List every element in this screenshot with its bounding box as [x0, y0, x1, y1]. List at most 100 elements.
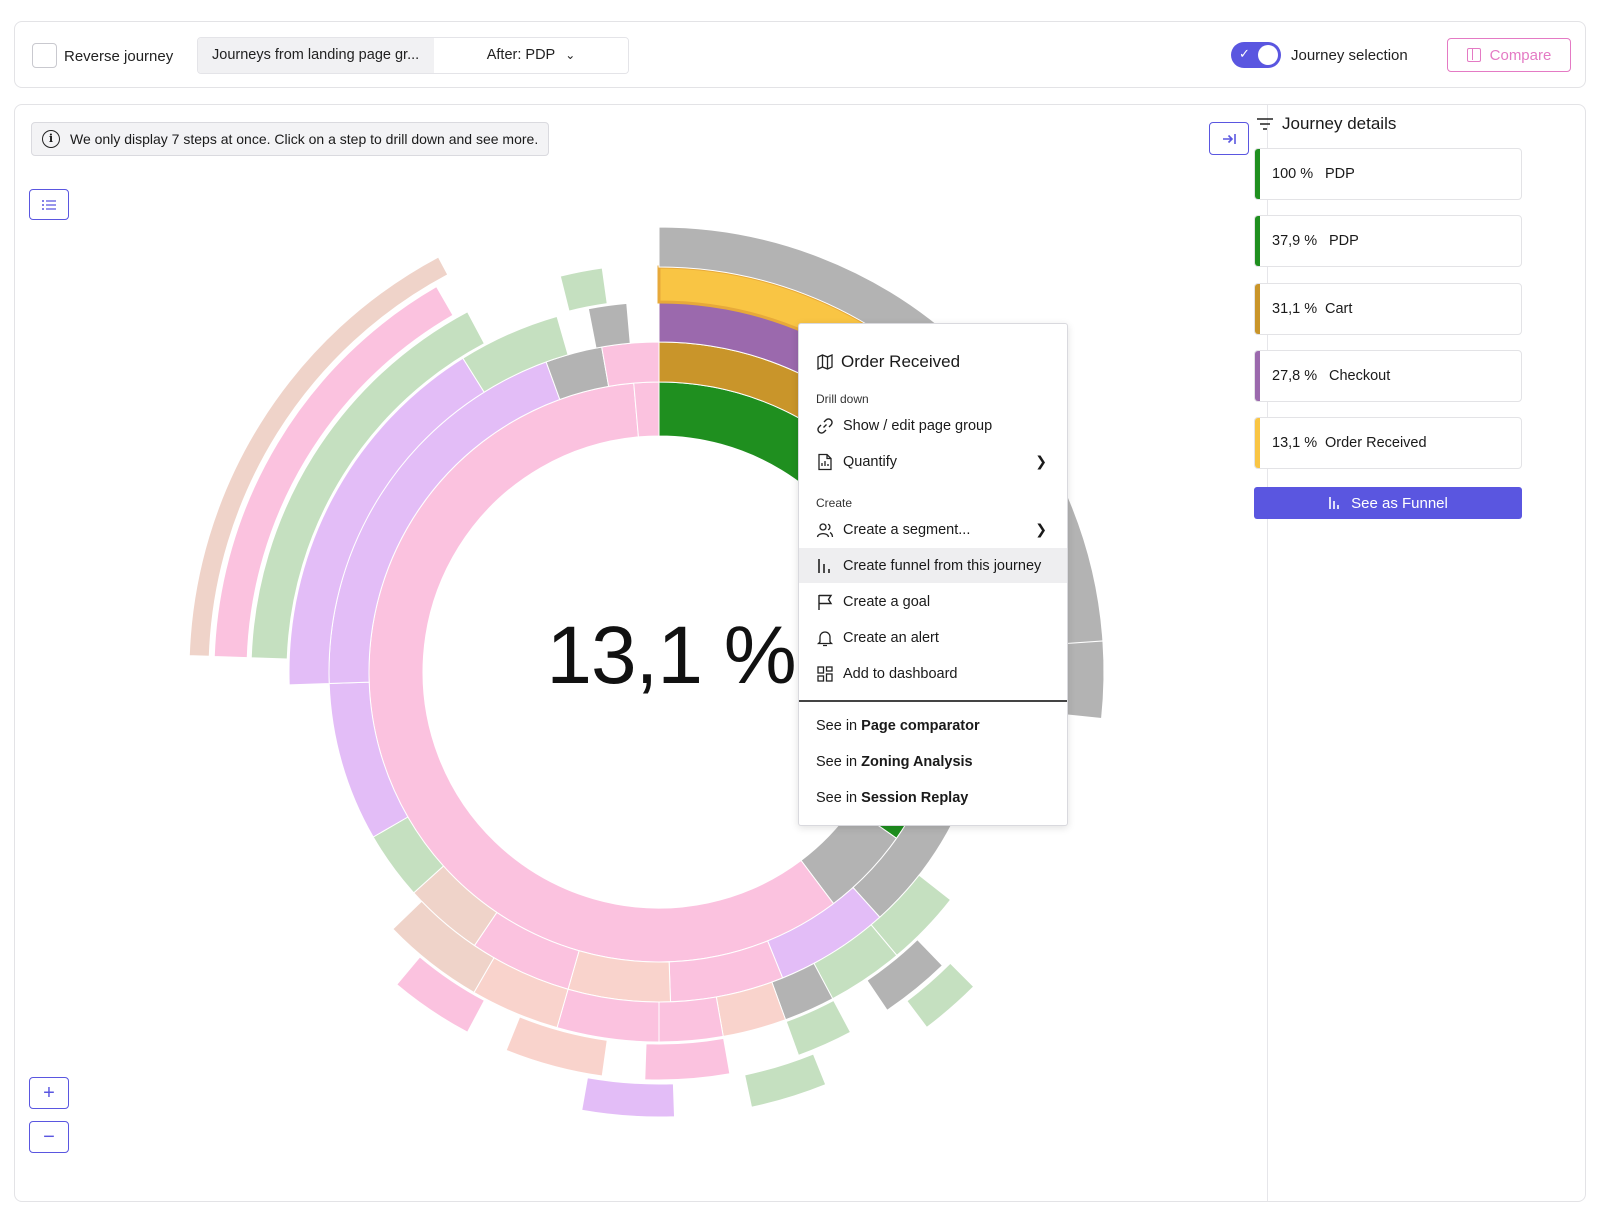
step-label: Order Received: [1325, 435, 1427, 451]
users-icon: [816, 522, 834, 537]
funnel-bars-icon: [818, 558, 830, 573]
sunburst-segment[interactable]: [644, 1037, 731, 1081]
sunburst-segment[interactable]: [1061, 640, 1105, 720]
create-goal-item[interactable]: Create a goal: [799, 584, 1067, 619]
collapse-right-icon: [1223, 133, 1236, 144]
sunburst-segment[interactable]: [396, 956, 486, 1033]
journey-filter-group: Journeys from landing page gr... After: …: [197, 37, 629, 74]
info-icon: i: [42, 130, 60, 148]
session-replay-label: Session Replay: [861, 790, 969, 806]
after-step-label: After: PDP: [486, 47, 556, 63]
show-edit-label: Show / edit page group: [843, 417, 993, 434]
create-funnel-label: Create funnel from this journey: [843, 557, 1042, 574]
step-color-bar: [1255, 216, 1260, 266]
reverse-journey-checkbox[interactable]: [32, 43, 57, 68]
dashboard-icon: [817, 665, 833, 682]
journey-details-title: Journey details: [1256, 114, 1396, 134]
list-view-button[interactable]: [29, 189, 69, 220]
sunburst-segment[interactable]: [250, 311, 486, 660]
sunburst-segment[interactable]: [392, 900, 495, 994]
step-label: PDP: [1329, 233, 1359, 249]
create-funnel-item[interactable]: Create funnel from this journey: [799, 548, 1067, 583]
chevron-down-icon: ⌄: [565, 48, 576, 62]
sunburst-segment[interactable]: [505, 1016, 608, 1077]
see-zoning-analysis-item[interactable]: See in Zoning Analysis: [816, 754, 973, 770]
journey-step-card[interactable]: 100 % PDP: [1254, 148, 1522, 200]
step-color-bar: [1255, 351, 1260, 401]
collapse-panel-button[interactable]: [1209, 122, 1249, 155]
sunburst-segment[interactable]: [658, 996, 724, 1043]
step-label: PDP: [1325, 166, 1355, 182]
sunburst-segment[interactable]: [559, 267, 608, 312]
panel-divider: [1267, 105, 1268, 1201]
check-icon: ✓: [1239, 46, 1250, 61]
see-in-label: See in: [816, 718, 858, 734]
sunburst-segment[interactable]: [633, 381, 660, 438]
filter-icon: [1257, 118, 1273, 130]
zoning-analysis-label: Zoning Analysis: [861, 754, 973, 770]
map-icon: [817, 353, 833, 371]
sunburst-segment[interactable]: [587, 302, 631, 349]
report-icon: [818, 453, 832, 470]
see-in-label: See in: [816, 790, 858, 806]
journey-step-card[interactable]: 31,1 % Cart: [1254, 283, 1522, 335]
see-session-replay-item[interactable]: See in Session Replay: [816, 790, 968, 806]
drill-down-header: Drill down: [816, 392, 869, 406]
sunburst-segment[interactable]: [213, 285, 454, 659]
see-page-comparator-item[interactable]: See in Page comparator: [816, 718, 980, 734]
add-dashboard-label: Add to dashboard: [843, 665, 958, 682]
chevron-right-icon: ❯: [1035, 521, 1047, 537]
center-percentage: 13,1 %: [546, 610, 796, 701]
journey-step-card[interactable]: 27,8 % Checkout: [1254, 350, 1522, 402]
compare-icon: [1466, 48, 1481, 62]
sunburst-segment[interactable]: [581, 1077, 676, 1118]
info-text: We only display 7 steps at once. Click o…: [70, 131, 539, 147]
flag-icon: [818, 594, 833, 610]
show-edit-page-group-item[interactable]: Show / edit page group: [799, 408, 1067, 443]
zoom-in-button[interactable]: +: [29, 1077, 69, 1109]
create-alert-item[interactable]: Create an alert: [799, 620, 1067, 655]
step-percentage: 27,8 %: [1272, 368, 1318, 384]
bell-icon: [816, 630, 834, 646]
funnel-bars-icon: [1329, 497, 1339, 509]
zoom-out-button[interactable]: −: [29, 1121, 69, 1153]
sunburst-segment[interactable]: [906, 962, 975, 1029]
see-as-funnel-label: See as Funnel: [1351, 494, 1448, 512]
sunburst-segment[interactable]: [462, 315, 569, 393]
create-segment-label: Create a segment...: [843, 521, 971, 538]
toggle-knob: [1258, 45, 1278, 65]
sunburst-segment[interactable]: [785, 999, 852, 1057]
sunburst-segment[interactable]: [188, 256, 449, 657]
create-alert-label: Create an alert: [843, 629, 939, 646]
context-menu: Order Received Drill down Show / edit pa…: [798, 323, 1068, 826]
step-color-bar: [1255, 418, 1260, 468]
chevron-right-icon: ❯: [1035, 453, 1047, 469]
journey-step-card[interactable]: 13,1 % Order Received: [1254, 417, 1522, 469]
add-to-dashboard-item[interactable]: Add to dashboard: [799, 656, 1067, 691]
top-toolbar: Reverse journey Journeys from landing pa…: [14, 21, 1586, 88]
quantify-item[interactable]: Quantify ❯: [799, 444, 1067, 479]
journey-selection-toggle[interactable]: ✓: [1231, 42, 1281, 68]
sunburst-segment[interactable]: [601, 341, 660, 387]
link-icon: [817, 417, 833, 434]
reverse-journey-label: Reverse journey: [64, 48, 174, 65]
create-segment-item[interactable]: Create a segment... ❯: [799, 512, 1067, 547]
step-color-bar: [1255, 284, 1260, 334]
create-header: Create: [816, 496, 853, 510]
compare-button[interactable]: Compare: [1447, 38, 1571, 72]
context-menu-separator: [799, 700, 1067, 702]
info-banner: i We only display 7 steps at once. Click…: [31, 122, 550, 156]
context-menu-title-text: Order Received: [841, 352, 961, 371]
journey-step-card[interactable]: 37,9 % PDP: [1254, 215, 1522, 267]
step-percentage: 13,1 %: [1272, 435, 1318, 451]
after-step-dropdown[interactable]: After: PDP ⌄: [434, 38, 628, 73]
create-goal-label: Create a goal: [843, 593, 931, 610]
see-in-label: See in: [816, 754, 858, 770]
step-percentage: 31,1 %: [1272, 301, 1318, 317]
sunburst-segment[interactable]: [744, 1053, 827, 1108]
see-as-funnel-button[interactable]: See as Funnel: [1254, 487, 1522, 519]
step-label: Checkout: [1329, 368, 1391, 384]
compare-label: Compare: [1489, 46, 1552, 64]
sunburst-segment[interactable]: [866, 938, 944, 1011]
landing-page-group-selector[interactable]: Journeys from landing page gr...: [198, 38, 434, 73]
